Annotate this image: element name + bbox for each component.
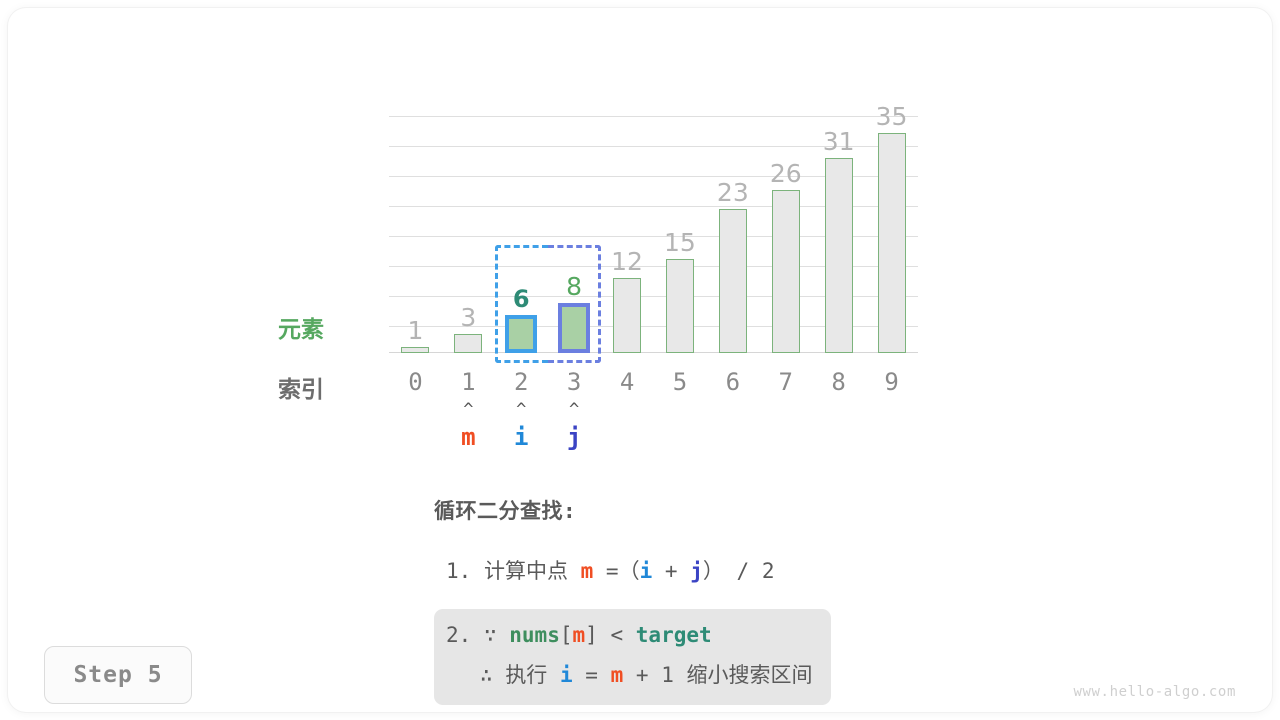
step2-lt: < [610, 623, 624, 647]
step1-eq: = [605, 559, 619, 583]
index-tick-7: 7 [778, 368, 793, 396]
bar [665, 258, 694, 353]
watermark: www.hello-algo.com [1073, 684, 1236, 700]
bar [824, 158, 853, 353]
bar-series: 1 3 6 8 12 15 23 26 31 35 [389, 102, 918, 353]
pointer-caret-m: ^ [463, 400, 474, 420]
bar [718, 208, 747, 353]
step1-m: m [580, 559, 594, 583]
caption-block: 循环二分查找: 1. 计算中点 m =（i + j） / 2 2. ∵ nums… [434, 495, 1034, 705]
pointer-caret-i: ^ [516, 400, 527, 420]
bar-slot: 6 [495, 108, 548, 353]
bar-slot: 15 [654, 108, 707, 353]
index-tick-8: 8 [831, 368, 846, 396]
step2-tail: 缩小搜索区间 [686, 663, 813, 687]
gridline [389, 296, 918, 297]
step1-number: 1. [446, 559, 472, 583]
bar [877, 133, 906, 353]
step1-paren-open: （ [618, 559, 640, 583]
index-row-label: 索引 [278, 377, 324, 403]
bar-slot: 23 [706, 108, 759, 353]
bar [613, 277, 642, 353]
index-tick-3: 3 [566, 368, 582, 396]
step2-plus: + [635, 663, 649, 687]
step2-nums: nums [509, 623, 560, 647]
index-tick-2: 2 [514, 368, 529, 396]
bar-value-label: 3 [460, 303, 477, 333]
bar-value-label: 26 [769, 158, 802, 188]
bar-value-label: 1 [407, 315, 424, 345]
step2-target: target [635, 623, 712, 647]
bar-slot: 3 [442, 108, 495, 353]
index-tick-0: 0 [408, 368, 423, 396]
bar-value-label: 8 [566, 271, 583, 301]
caption-title: 循环二分查找: [434, 499, 577, 523]
bar-value-label: 12 [611, 246, 643, 276]
step2-i: i [559, 663, 573, 687]
bar [771, 189, 800, 353]
index-tick-1: 1 [461, 368, 476, 396]
step1-j: j [690, 559, 703, 583]
bar-value-label: 35 [875, 102, 908, 132]
step2-bracket-open: [ [559, 623, 573, 647]
gridline [389, 206, 918, 207]
caption-step-2-condition: 2. ∵ nums[m] < target [446, 623, 813, 647]
step1-paren-close: ） [702, 559, 724, 583]
bar-slot: 12 [601, 108, 654, 353]
bar-value-label: 15 [664, 227, 696, 257]
bar-slot: 8 [548, 108, 601, 353]
bar-slot: 26 [759, 108, 812, 353]
gridline [389, 266, 918, 267]
step2-m: m [572, 623, 586, 647]
step2-exec: 执行 [505, 663, 548, 687]
bar-slot: 35 [865, 102, 918, 353]
bar [401, 346, 430, 353]
caption-step-1: 1. 计算中点 m =（i + j） / 2 [434, 555, 1034, 585]
gridline [389, 236, 918, 237]
bar-value-label: 23 [716, 177, 749, 207]
index-tick-5: 5 [672, 368, 688, 396]
step-badge: Step 5 [44, 646, 192, 704]
step1-slash: / [736, 559, 750, 583]
elements-row-label: 元素 [278, 317, 324, 343]
pointer-label-j: j [566, 423, 582, 451]
caption-step-2-action: ∴ 执行 i = m + 1 缩小搜索区间 [446, 659, 813, 689]
pointer-caret-j: ^ [569, 400, 580, 420]
bar-slot: 31 [812, 108, 865, 353]
gridline [389, 176, 918, 177]
bar [454, 334, 483, 353]
step2-number: 2. [446, 623, 472, 647]
index-tick-4: 4 [619, 368, 635, 396]
gridline [389, 326, 918, 327]
because-symbol: ∵ [483, 623, 497, 647]
bar-value-label: 6 [512, 285, 530, 314]
step2-m2: m [610, 663, 624, 687]
step1-plus: + [664, 559, 678, 583]
step1-text: 计算中点 [483, 559, 568, 583]
bar-slot: 1 [389, 108, 442, 353]
step2-one: 1 [661, 663, 674, 687]
pointer-label-m: m [461, 423, 476, 451]
bar-chart-plot: 1 3 6 8 12 15 23 26 31 35 [389, 102, 918, 363]
step1-two: 2 [761, 559, 775, 583]
gridline [389, 146, 918, 147]
axis-baseline [389, 352, 918, 353]
index-tick-6: 6 [725, 368, 741, 396]
bar-highlighted-j [558, 302, 591, 353]
pointer-label-i: i [514, 423, 529, 451]
bar-value-label: 31 [822, 127, 855, 157]
bar-highlighted-i [505, 315, 538, 353]
therefore-symbol: ∴ [480, 663, 493, 687]
step2-eq: = [585, 663, 598, 687]
step1-i: i [639, 559, 653, 583]
index-tick-9: 9 [884, 368, 899, 396]
gridline [389, 116, 918, 117]
caption-step-2-box: 2. ∵ nums[m] < target ∴ 执行 i = m + 1 缩小搜… [434, 609, 831, 705]
step2-bracket-close: ] [585, 623, 598, 647]
